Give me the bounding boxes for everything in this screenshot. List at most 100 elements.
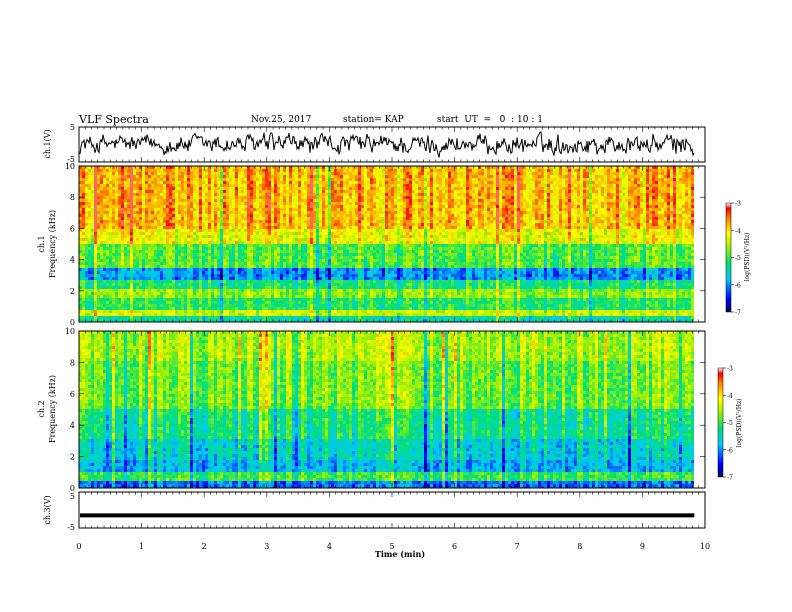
spectrogram-cell xyxy=(625,202,628,205)
spectrogram-cell xyxy=(304,175,307,178)
spectrogram-cell xyxy=(217,175,220,178)
spectrogram-cell xyxy=(91,169,94,172)
spectrogram-cell xyxy=(577,208,580,211)
spectrogram-cell xyxy=(298,169,301,172)
spectrogram-cell xyxy=(550,205,553,208)
spectrogram-cell xyxy=(310,199,313,202)
spectrogram-cell xyxy=(367,220,370,223)
spectrogram-cell xyxy=(100,196,103,199)
spectrogram-cell xyxy=(592,220,595,223)
spectrogram-cell xyxy=(400,181,403,184)
spectrogram-cell xyxy=(532,199,535,202)
spectrogram-cell xyxy=(124,229,127,232)
spectrogram-cell xyxy=(376,229,379,232)
spectrogram-cell xyxy=(316,181,319,184)
spectrogram-cell xyxy=(505,229,508,232)
spectrogram-cell xyxy=(184,199,187,202)
spectrogram-cell xyxy=(559,202,562,205)
spectrogram-cell xyxy=(433,172,436,175)
spectrogram-cell xyxy=(526,175,529,178)
spectrogram-cell xyxy=(589,175,592,178)
spectrogram-cell xyxy=(166,181,169,184)
spectrogram-cell xyxy=(181,178,184,181)
spectrogram-cell xyxy=(175,175,178,178)
spectrogram-cell xyxy=(199,220,202,223)
spectrogram-cell xyxy=(124,178,127,181)
spectrogram-cell xyxy=(478,202,481,205)
spectrogram-cell xyxy=(469,199,472,202)
spectrogram-cell xyxy=(580,202,583,205)
spectrogram-cell xyxy=(271,178,274,181)
spectrogram-cell xyxy=(271,187,274,190)
spectrogram-cell xyxy=(217,181,220,184)
spectrogram-cell xyxy=(226,223,229,226)
spectrogram-cell xyxy=(589,184,592,187)
spectrogram-cell xyxy=(574,196,577,199)
spectrogram-cell xyxy=(247,172,250,175)
spectrogram-cell xyxy=(223,193,226,196)
spectrogram-cell xyxy=(526,196,529,199)
spectrogram-cell xyxy=(628,187,631,190)
spectrogram-cell xyxy=(292,202,295,205)
spectrogram-cell xyxy=(586,199,589,202)
spectrogram-cell xyxy=(313,223,316,226)
spectrogram-cell xyxy=(577,217,580,220)
spectrogram-cell xyxy=(418,175,421,178)
spectrogram-cell xyxy=(130,214,133,217)
spectrogram-cell xyxy=(169,199,172,202)
spectrogram-cell xyxy=(661,232,664,235)
spectrogram-cell xyxy=(367,229,370,232)
spectrogram-cell xyxy=(142,172,145,175)
spectrogram-cell xyxy=(607,232,610,235)
spectrogram-cell xyxy=(271,169,274,172)
spectrogram-cell xyxy=(94,184,97,187)
spectrogram-cell xyxy=(322,181,325,184)
spectrogram-cell xyxy=(292,229,295,232)
spectrogram-cell xyxy=(478,184,481,187)
spectrogram-cell xyxy=(160,199,163,202)
spectrogram-cell xyxy=(427,181,430,184)
spectrogram-cell xyxy=(652,181,655,184)
spectrogram-cell xyxy=(286,220,289,223)
spectrogram-cell xyxy=(313,181,316,184)
spectrogram-cell xyxy=(496,208,499,211)
spectrogram-cell xyxy=(691,190,694,193)
spectrogram-cell xyxy=(367,232,370,235)
spectrogram-cell xyxy=(307,184,310,187)
spectrogram-cell xyxy=(442,184,445,187)
spectrogram-cell xyxy=(250,175,253,178)
spectrogram-cell xyxy=(667,193,670,196)
spectrogram-cell xyxy=(523,196,526,199)
spectrogram-cell xyxy=(676,226,679,229)
spectrogram-cell xyxy=(208,235,211,238)
spectrogram-cell xyxy=(658,181,661,184)
spectrogram-cell xyxy=(628,214,631,217)
spectrogram-cell xyxy=(598,181,601,184)
spectrogram-cell xyxy=(637,181,640,184)
spectrogram-cell xyxy=(220,175,223,178)
spectrogram-cell xyxy=(139,214,142,217)
spectrogram-cell xyxy=(400,217,403,220)
spectrogram-cell xyxy=(658,214,661,217)
spectrogram-cell xyxy=(478,214,481,217)
spectrogram-cell xyxy=(196,199,199,202)
spectrogram-cell xyxy=(169,208,172,211)
spectrogram-cell xyxy=(157,226,160,229)
spectrogram-cell xyxy=(133,214,136,217)
spectrogram-cell xyxy=(424,190,427,193)
spectrogram-cell xyxy=(139,205,142,208)
spectrogram-cell xyxy=(334,193,337,196)
spectrogram-cell xyxy=(280,193,283,196)
spectrogram-cell xyxy=(619,229,622,232)
spectrogram-cell xyxy=(637,205,640,208)
spectrogram-cell xyxy=(286,196,289,199)
spectrogram-cell xyxy=(571,229,574,232)
spectrogram-cell xyxy=(145,223,148,226)
spectrogram-cell xyxy=(385,205,388,208)
spectrogram-cell xyxy=(556,190,559,193)
spectrogram-cell xyxy=(535,223,538,226)
spectrogram-cell xyxy=(121,211,124,214)
spectrogram-cell xyxy=(223,187,226,190)
spectrogram-cell xyxy=(103,211,106,214)
spectrogram-cell xyxy=(586,172,589,175)
